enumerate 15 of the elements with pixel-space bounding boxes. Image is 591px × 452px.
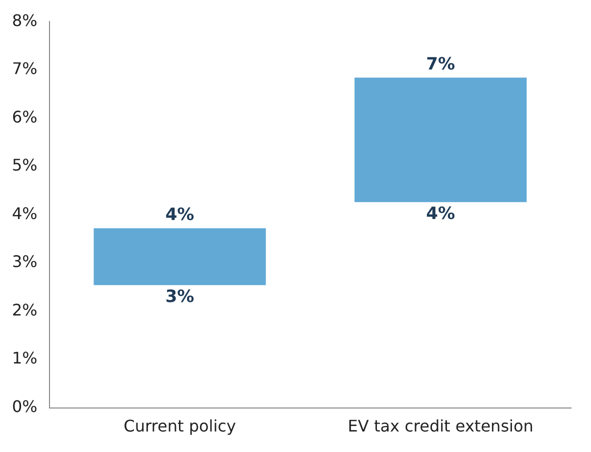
y-tick-label: 3% bbox=[12, 252, 38, 272]
annotation: 4% bbox=[426, 204, 456, 224]
annotation: 4% bbox=[165, 205, 194, 226]
y-tick-label: 1% bbox=[12, 348, 38, 368]
annotation: 3% bbox=[165, 287, 194, 308]
x-tick-label: Current policy bbox=[124, 416, 236, 436]
y-tick-label: 5% bbox=[12, 156, 38, 175]
y-tick-label: 8% bbox=[12, 10, 38, 30]
y-tick-label: 0% bbox=[12, 396, 38, 416]
y-tick-label: 7% bbox=[12, 59, 38, 78]
annotation: 7% bbox=[426, 54, 456, 75]
y-tick-label: 6% bbox=[12, 107, 38, 126]
x-tick-label: EV tax credit extension bbox=[348, 416, 534, 436]
y-tick-label: 4% bbox=[12, 204, 38, 223]
y-tick-label: 2% bbox=[12, 300, 38, 320]
